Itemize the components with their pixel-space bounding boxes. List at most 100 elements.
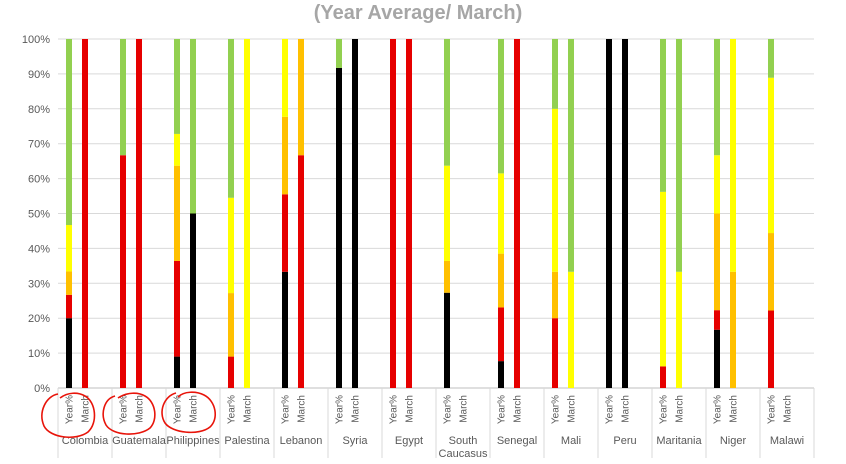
bar-segment-green xyxy=(660,39,666,192)
bar-label: Year% xyxy=(713,395,724,424)
bar-segment-green xyxy=(676,39,682,272)
bar-segment-black xyxy=(66,318,72,388)
bar-segment-red xyxy=(136,39,142,388)
bar-segment-green xyxy=(66,39,72,226)
category-label: Lebanon xyxy=(280,435,323,447)
bar-segment-black xyxy=(622,39,628,388)
bar-segment-black xyxy=(336,67,342,388)
bar-segment-red xyxy=(228,356,234,388)
bar-segment-black xyxy=(444,292,450,388)
bar-segment-orange xyxy=(714,213,720,311)
bar-label: March xyxy=(459,395,470,423)
category-label: Egypt xyxy=(395,435,423,447)
bar-segment-orange xyxy=(552,271,558,319)
y-axis: 0% 10% 20% 30% 40% 50% 60% 70% 80% 90% 100% xyxy=(22,34,50,395)
category-label: Colombia xyxy=(62,435,109,447)
bar-segment-green xyxy=(174,39,180,134)
y-tick-label: 60% xyxy=(28,174,50,186)
y-tick-label: 10% xyxy=(28,348,50,360)
bar-segment-orange xyxy=(498,253,504,308)
y-tick-label: 0% xyxy=(34,383,50,395)
bar-label: Year% xyxy=(551,395,562,424)
bar-segment-red xyxy=(66,294,72,319)
bar-segment-green xyxy=(336,39,342,68)
bar-segment-yellow xyxy=(498,173,504,254)
bar-label: March xyxy=(621,395,632,423)
bar-segment-yellow xyxy=(282,39,288,117)
category-label: Malawi xyxy=(770,435,804,447)
bar-label: Year% xyxy=(65,395,76,424)
bar-segment-yellow xyxy=(768,77,774,234)
bar-segment-orange xyxy=(66,271,72,295)
bar-segment-orange xyxy=(174,165,180,261)
bar-label: March xyxy=(189,395,200,423)
category-label: Syria xyxy=(342,435,368,447)
category-label-line2: Caucasus xyxy=(439,448,488,460)
bar-segment-yellow xyxy=(552,108,558,272)
category-label: Maritania xyxy=(656,435,702,447)
bar-segment-orange xyxy=(444,260,450,293)
bar-segment-orange xyxy=(228,293,234,357)
x-axis: Year% March Colombia Year% March Guatemala Yea… xyxy=(57,388,815,460)
bar-segment-orange xyxy=(730,271,736,388)
bar-segment-yellow xyxy=(228,197,234,294)
bar-segment-red xyxy=(174,260,180,357)
bar-segment-black xyxy=(498,361,504,388)
bar-segment-red xyxy=(714,310,720,330)
bar-segment-yellow xyxy=(660,191,666,367)
bar-segment-green xyxy=(444,39,450,166)
chart-title: (Year Average/ March) xyxy=(314,2,523,24)
bar-segment-yellow xyxy=(568,271,574,388)
y-tick-label: 80% xyxy=(28,104,50,116)
bar-label: March xyxy=(297,395,308,423)
bar-label: March xyxy=(135,395,146,423)
bar-label: Year% xyxy=(605,395,616,424)
category-label: Guatemala xyxy=(112,435,167,447)
bar-segment-yellow xyxy=(676,271,682,388)
bar-label: Year% xyxy=(227,395,238,424)
category-label: Palestina xyxy=(224,435,270,447)
category-label: Philippines xyxy=(166,435,220,447)
bars xyxy=(66,39,774,388)
bar-label: Year% xyxy=(443,395,454,424)
bar-segment-orange xyxy=(282,116,288,195)
bar-segment-green xyxy=(768,39,774,78)
bar-segment-red xyxy=(82,39,88,388)
category-label: Niger xyxy=(720,435,747,447)
bar-segment-orange xyxy=(768,233,774,311)
bar-segment-red xyxy=(406,39,412,388)
bar-label: March xyxy=(243,395,254,423)
y-tick-label: 30% xyxy=(28,278,50,290)
bar-segment-red xyxy=(514,39,520,388)
y-tick-label: 20% xyxy=(28,313,50,325)
bar-label: Year% xyxy=(281,395,292,424)
red-circle-guatemala xyxy=(102,392,156,435)
bar-segment-red xyxy=(390,39,396,388)
category-label: Senegal xyxy=(497,435,537,447)
gridlines xyxy=(58,38,814,389)
y-tick-label: 100% xyxy=(22,34,50,46)
bar-segment-red xyxy=(552,318,558,388)
red-circle-philippines xyxy=(161,391,217,434)
y-tick-label: 40% xyxy=(28,243,50,255)
category-label: Peru xyxy=(613,435,636,447)
bar-segment-green xyxy=(552,39,558,109)
y-tick-label: 50% xyxy=(28,209,50,221)
bar-label: Year% xyxy=(767,395,778,424)
bar-segment-black xyxy=(714,329,720,388)
bar-segment-green xyxy=(568,39,574,272)
bar-segment-yellow xyxy=(174,133,180,166)
bar-label: March xyxy=(81,395,92,423)
bar-segment-red xyxy=(120,155,126,388)
bar-label: March xyxy=(675,395,686,423)
bar-label: Year% xyxy=(173,395,184,424)
bar-segment-red xyxy=(768,310,774,388)
bar-segment-green xyxy=(714,39,720,156)
bar-segment-green xyxy=(120,39,126,156)
bar-segment-yellow xyxy=(244,39,250,388)
bar-segment-green xyxy=(228,39,234,198)
y-tick-label: 90% xyxy=(28,69,50,81)
bar-label: March xyxy=(729,395,740,423)
bar-segment-green xyxy=(498,39,504,174)
